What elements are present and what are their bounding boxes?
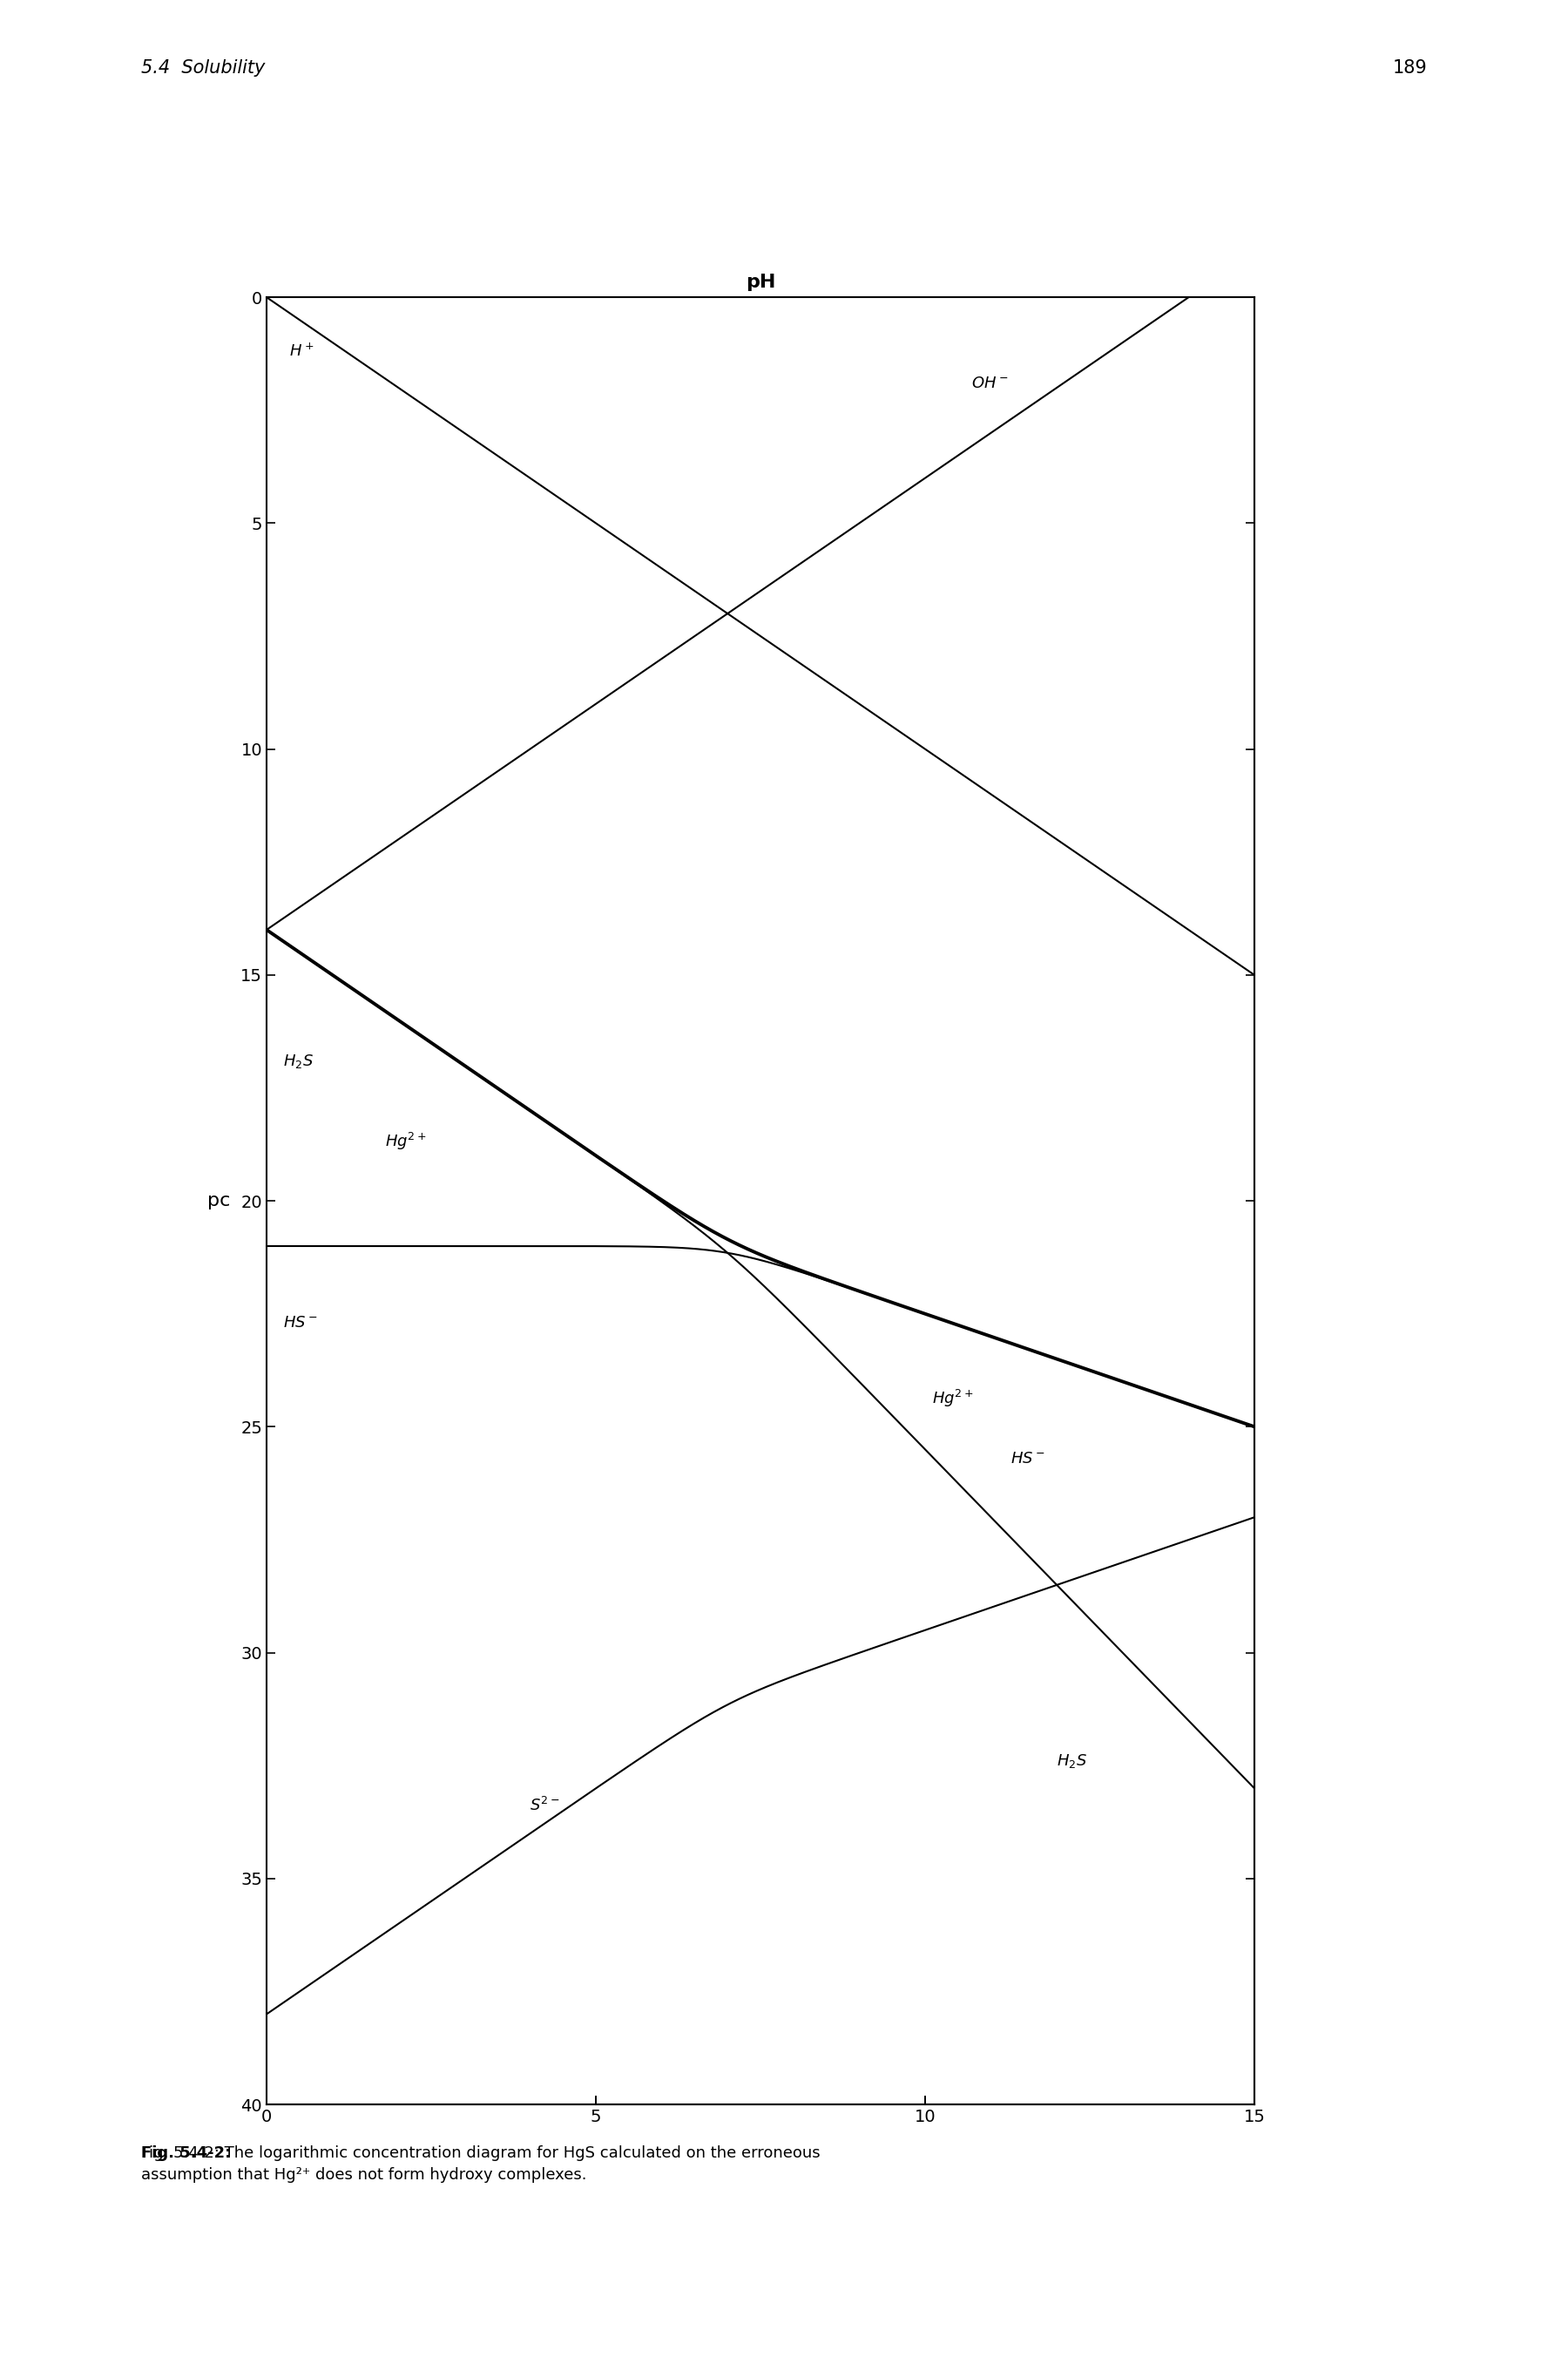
Text: $HS^-$: $HS^-$ bbox=[1011, 1451, 1046, 1467]
Text: $S^{2-}$: $S^{2-}$ bbox=[530, 1798, 560, 1814]
Text: $H^+$: $H^+$ bbox=[290, 342, 315, 359]
X-axis label: pH: pH bbox=[745, 273, 776, 290]
Text: Fig. 5.4-2:: Fig. 5.4-2: bbox=[141, 2145, 230, 2162]
Text: $Hg^{2+}$: $Hg^{2+}$ bbox=[931, 1389, 974, 1410]
Text: Fig. 5.4-2: The logarithmic concentration diagram for HgS calculated on the erro: Fig. 5.4-2: The logarithmic concentratio… bbox=[141, 2145, 820, 2183]
Text: 5.4  Solubility: 5.4 Solubility bbox=[141, 59, 265, 76]
Text: $OH^-$: $OH^-$ bbox=[971, 376, 1008, 390]
Text: $H_2S$: $H_2S$ bbox=[282, 1053, 314, 1070]
Text: $HS^-$: $HS^-$ bbox=[282, 1315, 318, 1332]
Text: $Hg^{2+}$: $Hg^{2+}$ bbox=[386, 1132, 426, 1151]
Y-axis label: pc: pc bbox=[207, 1191, 230, 1210]
Text: 189: 189 bbox=[1392, 59, 1427, 76]
Text: $H_2S$: $H_2S$ bbox=[1057, 1753, 1087, 1769]
